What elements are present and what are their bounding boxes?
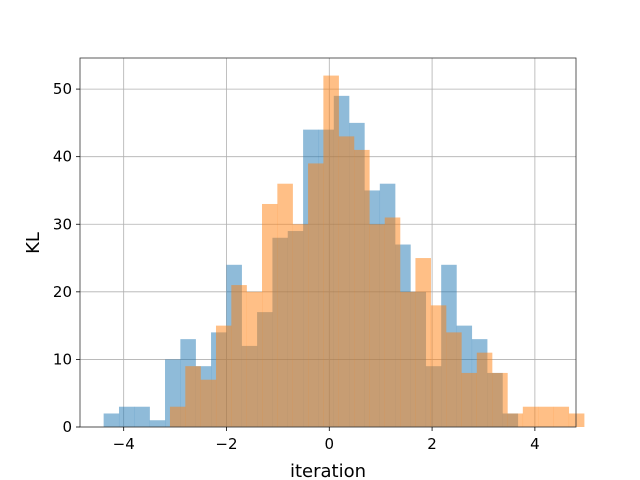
y-axis-ticks: 0 10 20 30 40 50 xyxy=(53,80,80,436)
histogram-bar xyxy=(323,75,339,428)
histogram-bars xyxy=(103,75,585,428)
histogram-bar xyxy=(246,291,263,427)
histogram-bar xyxy=(149,420,166,427)
histogram-bar xyxy=(277,183,293,427)
x-axis-ticks: −4 −2 0 2 4 xyxy=(113,427,540,453)
histogram-series-2 xyxy=(169,75,585,428)
x-tick-label: 2 xyxy=(427,435,437,453)
histogram-bar xyxy=(415,258,431,427)
histogram-bar xyxy=(185,366,201,427)
histogram-bar xyxy=(430,305,447,427)
histogram-bar xyxy=(384,217,401,427)
plot-area-frame xyxy=(79,57,577,428)
y-tick-label: 50 xyxy=(53,80,72,98)
y-tick-label: 0 xyxy=(62,418,72,436)
y-axis-label: KL xyxy=(23,232,44,254)
histogram-bar xyxy=(492,372,508,427)
histogram-bar xyxy=(103,413,120,427)
x-tick-label: −2 xyxy=(215,435,237,453)
histogram-bar xyxy=(476,352,493,427)
histogram-bar xyxy=(568,413,585,427)
histogram-bar xyxy=(134,406,150,427)
x-tick-label: −4 xyxy=(113,435,135,453)
histogram-bar xyxy=(231,285,247,427)
histogram-bar xyxy=(461,372,477,427)
histogram-bar xyxy=(338,136,355,427)
histogram-bar xyxy=(446,332,462,427)
x-tick-label: 0 xyxy=(325,435,335,453)
histogram-bar xyxy=(400,291,416,427)
y-tick-label: 30 xyxy=(53,215,72,233)
histogram-bar xyxy=(538,406,554,427)
histogram-bar xyxy=(369,224,385,427)
y-tick-label: 40 xyxy=(53,148,72,166)
histogram-bar xyxy=(262,203,278,427)
y-tick-label: 10 xyxy=(53,350,72,368)
histogram-bar xyxy=(118,406,135,427)
histogram-bar xyxy=(292,224,309,427)
histogram-bar xyxy=(308,163,324,427)
histogram-bar xyxy=(522,406,539,427)
x-axis-label: iteration xyxy=(290,461,366,480)
histogram-bar xyxy=(354,149,370,427)
histogram-bar xyxy=(553,406,570,427)
histogram-bar xyxy=(215,325,232,427)
histogram-bar xyxy=(200,379,217,427)
histogram-bar xyxy=(169,406,186,427)
y-tick-label: 20 xyxy=(53,283,72,301)
x-tick-label: 4 xyxy=(530,435,540,453)
histogram-bar xyxy=(507,413,524,427)
